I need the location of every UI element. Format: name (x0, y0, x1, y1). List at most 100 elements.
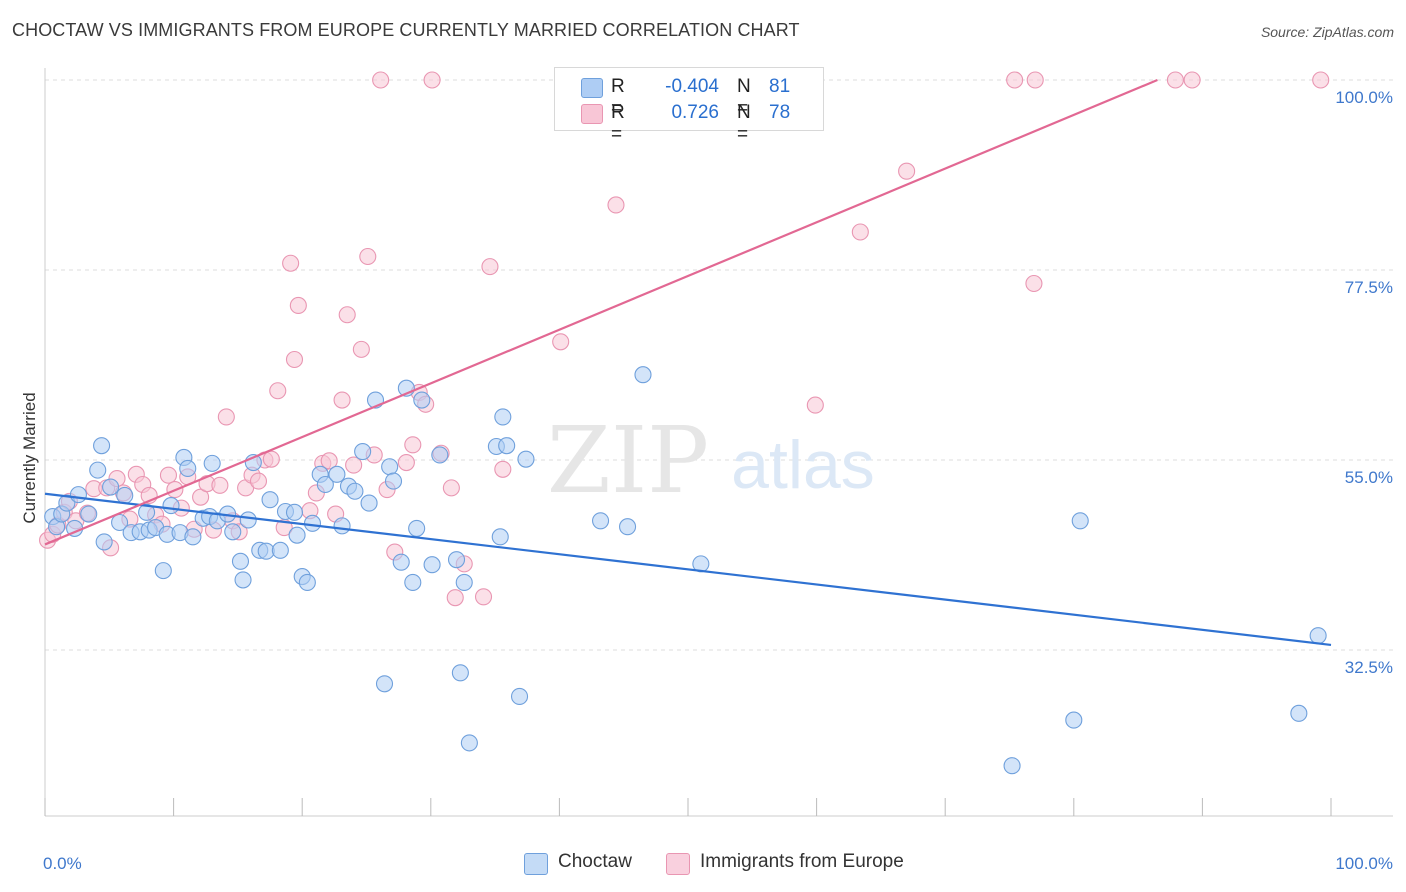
choctaw-point (1290, 704, 1308, 722)
x-tick-label-min: 0.0% (43, 854, 82, 873)
europe-point (372, 71, 390, 89)
choctaw-point (1065, 711, 1083, 729)
legend-r-label: R = (611, 102, 625, 145)
choctaw-point (384, 472, 403, 490)
legend-r-label: R = (611, 76, 625, 119)
europe-point (898, 162, 916, 180)
choctaw-point (346, 482, 364, 500)
europe-point (1166, 71, 1184, 89)
choctaw-point (138, 503, 156, 521)
trend-lines (44, 78, 1332, 647)
axes (44, 68, 1393, 817)
choctaw-point (1071, 512, 1089, 530)
choctaw-point (634, 366, 652, 384)
europe-point (217, 408, 235, 426)
legend-swatch-europe (666, 853, 690, 875)
choctaw-point (392, 553, 410, 571)
choctaw-point (431, 446, 449, 464)
choctaw-point (328, 465, 346, 483)
choctaw-point (498, 437, 516, 455)
choctaw-point (460, 734, 478, 752)
y-tick-label: 100.0% (1335, 88, 1393, 107)
y-tick-label: 77.5% (1345, 278, 1393, 297)
choctaw-point (234, 571, 252, 589)
choctaw-point (154, 562, 172, 580)
europe-point (285, 350, 304, 369)
correlation-legend: R = -0.404 N = 81 R = 0.726 N = 78 (554, 67, 824, 145)
tick-labels: 32.5% 55.0% 77.5% 100.0% 0.0% 100.0% (43, 88, 1393, 873)
europe-point (159, 466, 178, 484)
choctaw-point (413, 391, 431, 409)
legend-label-europe: Immigrants from Europe (700, 851, 904, 872)
europe-point (494, 460, 512, 478)
europe-trend-line (44, 78, 1158, 546)
europe-point (607, 196, 625, 214)
choctaw-point (1309, 627, 1327, 645)
europe-point (269, 382, 287, 400)
europe-point (282, 254, 300, 272)
choctaw-point (80, 505, 98, 523)
choctaw-point (162, 497, 180, 515)
europe-point (345, 456, 363, 474)
choctaw-point (261, 491, 279, 509)
choctaw-point (271, 541, 289, 559)
choctaw-point (239, 511, 257, 529)
choctaw-point (333, 517, 351, 535)
choctaw-point (451, 664, 469, 682)
choctaw-point (95, 533, 113, 551)
choctaw-point (354, 443, 372, 461)
europe-point (423, 71, 441, 89)
legend-r-value: 0.726 (671, 102, 719, 123)
choctaw-point (285, 503, 304, 521)
legend-swatch-blue (581, 78, 603, 98)
choctaw-point (360, 494, 378, 512)
choctaw-point (494, 408, 512, 426)
y-tick-label: 32.5% (1345, 658, 1393, 677)
choctaw-point (203, 454, 221, 472)
choctaw-point (184, 528, 202, 546)
choctaw-point (455, 573, 473, 591)
y-axis-label: Currently Married (20, 392, 39, 524)
europe-point (806, 396, 824, 414)
choctaw-point (58, 494, 76, 512)
europe-point (1025, 274, 1043, 293)
choctaw-trend-line (44, 492, 1332, 647)
europe-point (1183, 71, 1201, 89)
legend-n-value: 78 (769, 102, 791, 123)
choctaw-point (619, 518, 637, 536)
source-credit: Source: ZipAtlas.com (1260, 24, 1394, 40)
choctaw-point (316, 475, 334, 494)
watermark-zip: ZIP (547, 407, 709, 514)
legend-swatch-choctaw (524, 853, 548, 875)
europe-point (1026, 71, 1044, 89)
europe-point (1312, 71, 1330, 89)
europe-point (338, 306, 356, 324)
europe-point (289, 296, 307, 315)
choctaw-point (224, 523, 242, 541)
europe-point (552, 333, 570, 351)
europe-point (404, 436, 422, 454)
europe-point (352, 340, 370, 358)
choctaw-point (93, 437, 111, 455)
choctaw-point (423, 556, 441, 574)
choctaw-point (89, 461, 107, 479)
choctaw-point (116, 486, 134, 505)
choctaw-point (179, 459, 197, 477)
choctaw-point (375, 675, 394, 693)
choctaw-point (257, 542, 275, 560)
choctaw-point (510, 687, 529, 705)
legend-n-label: N = (737, 76, 751, 119)
europe-point (320, 452, 338, 470)
data-points (39, 71, 1330, 775)
choctaw-point (1003, 757, 1021, 775)
choctaw-point (447, 551, 466, 569)
europe-point (446, 589, 464, 607)
europe-point (442, 479, 460, 497)
europe-point (851, 223, 869, 241)
choctaw-point (231, 552, 250, 570)
choctaw-point (491, 528, 509, 546)
europe-point (211, 476, 229, 494)
legend-label-choctaw: Choctaw (558, 851, 632, 872)
choctaw-point (404, 573, 422, 591)
